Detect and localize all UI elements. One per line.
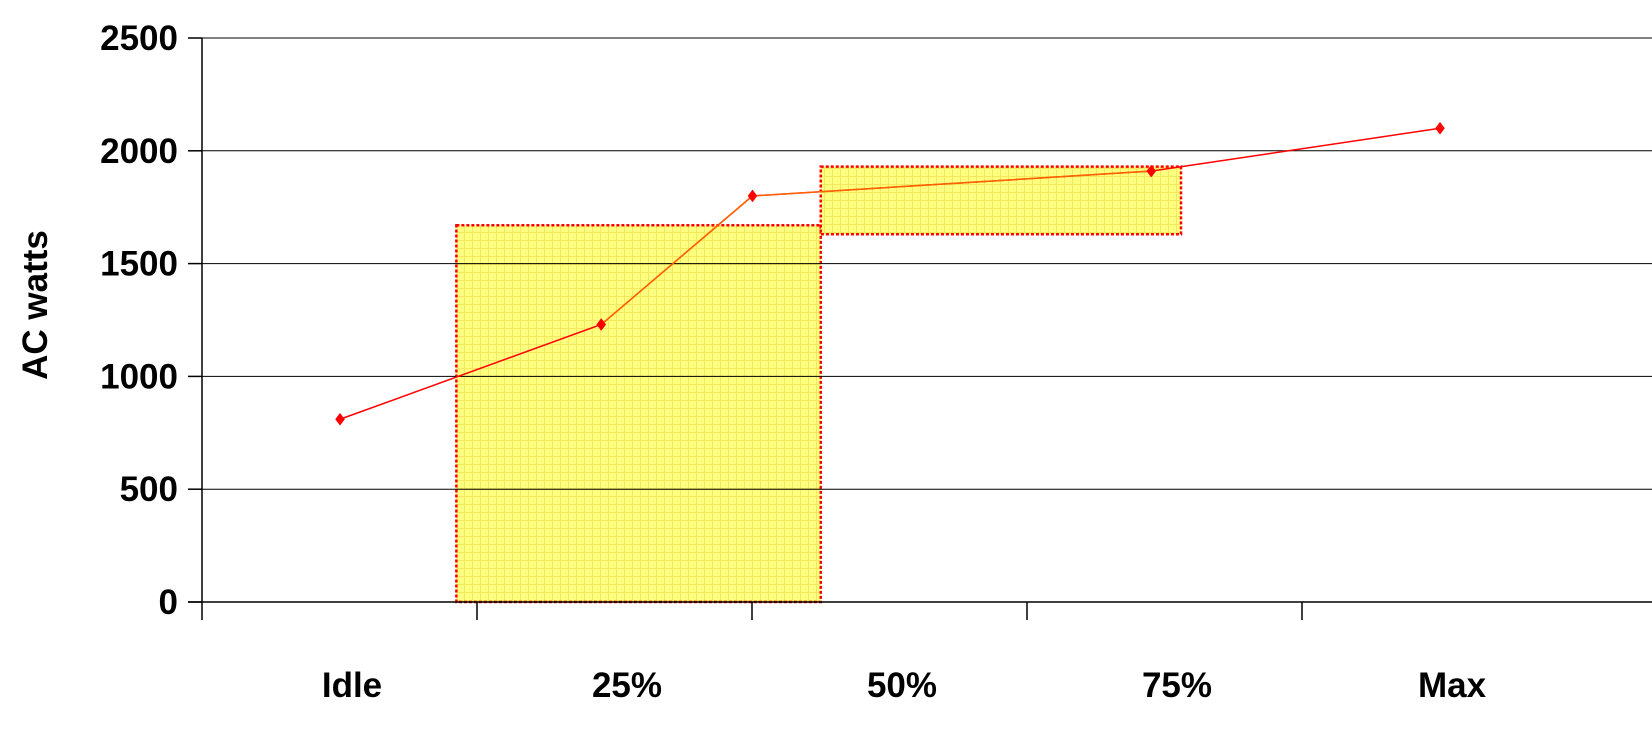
x-tick-label: 50% — [867, 666, 937, 705]
grid-lines — [202, 37, 1652, 490]
y-tick-label: 1000 — [100, 357, 178, 396]
data-point-marker — [747, 189, 758, 203]
data-point-marker — [1435, 121, 1445, 135]
data-point-marker — [335, 412, 345, 426]
highlight-region-1 — [455, 223, 822, 604]
series-group — [335, 121, 1445, 426]
x-tick-label: 75% — [1142, 666, 1212, 705]
y-tick-label: 1500 — [100, 245, 178, 284]
y-tick-label: 2500 — [100, 19, 178, 58]
data-point-marker — [596, 318, 607, 331]
highlight-regions — [455, 165, 1183, 604]
y-tick-label: 500 — [120, 470, 178, 509]
y-tick-label: 0 — [159, 583, 178, 622]
y-axis-title: AC watts — [16, 230, 55, 380]
x-tick-label: Idle — [322, 666, 382, 705]
x-tick-label: Max — [1418, 666, 1487, 705]
x-tick-labels: Idle 25% 50% 75% Max — [322, 666, 1487, 705]
axes — [188, 37, 1652, 620]
y-tick-label: 2000 — [100, 132, 178, 171]
highlight-region-2 — [819, 165, 1183, 236]
x-tick-label: 25% — [592, 666, 662, 705]
data-point-marker — [1146, 164, 1157, 178]
y-tick-labels: 0 500 1000 1500 2000 2500 — [100, 19, 178, 622]
